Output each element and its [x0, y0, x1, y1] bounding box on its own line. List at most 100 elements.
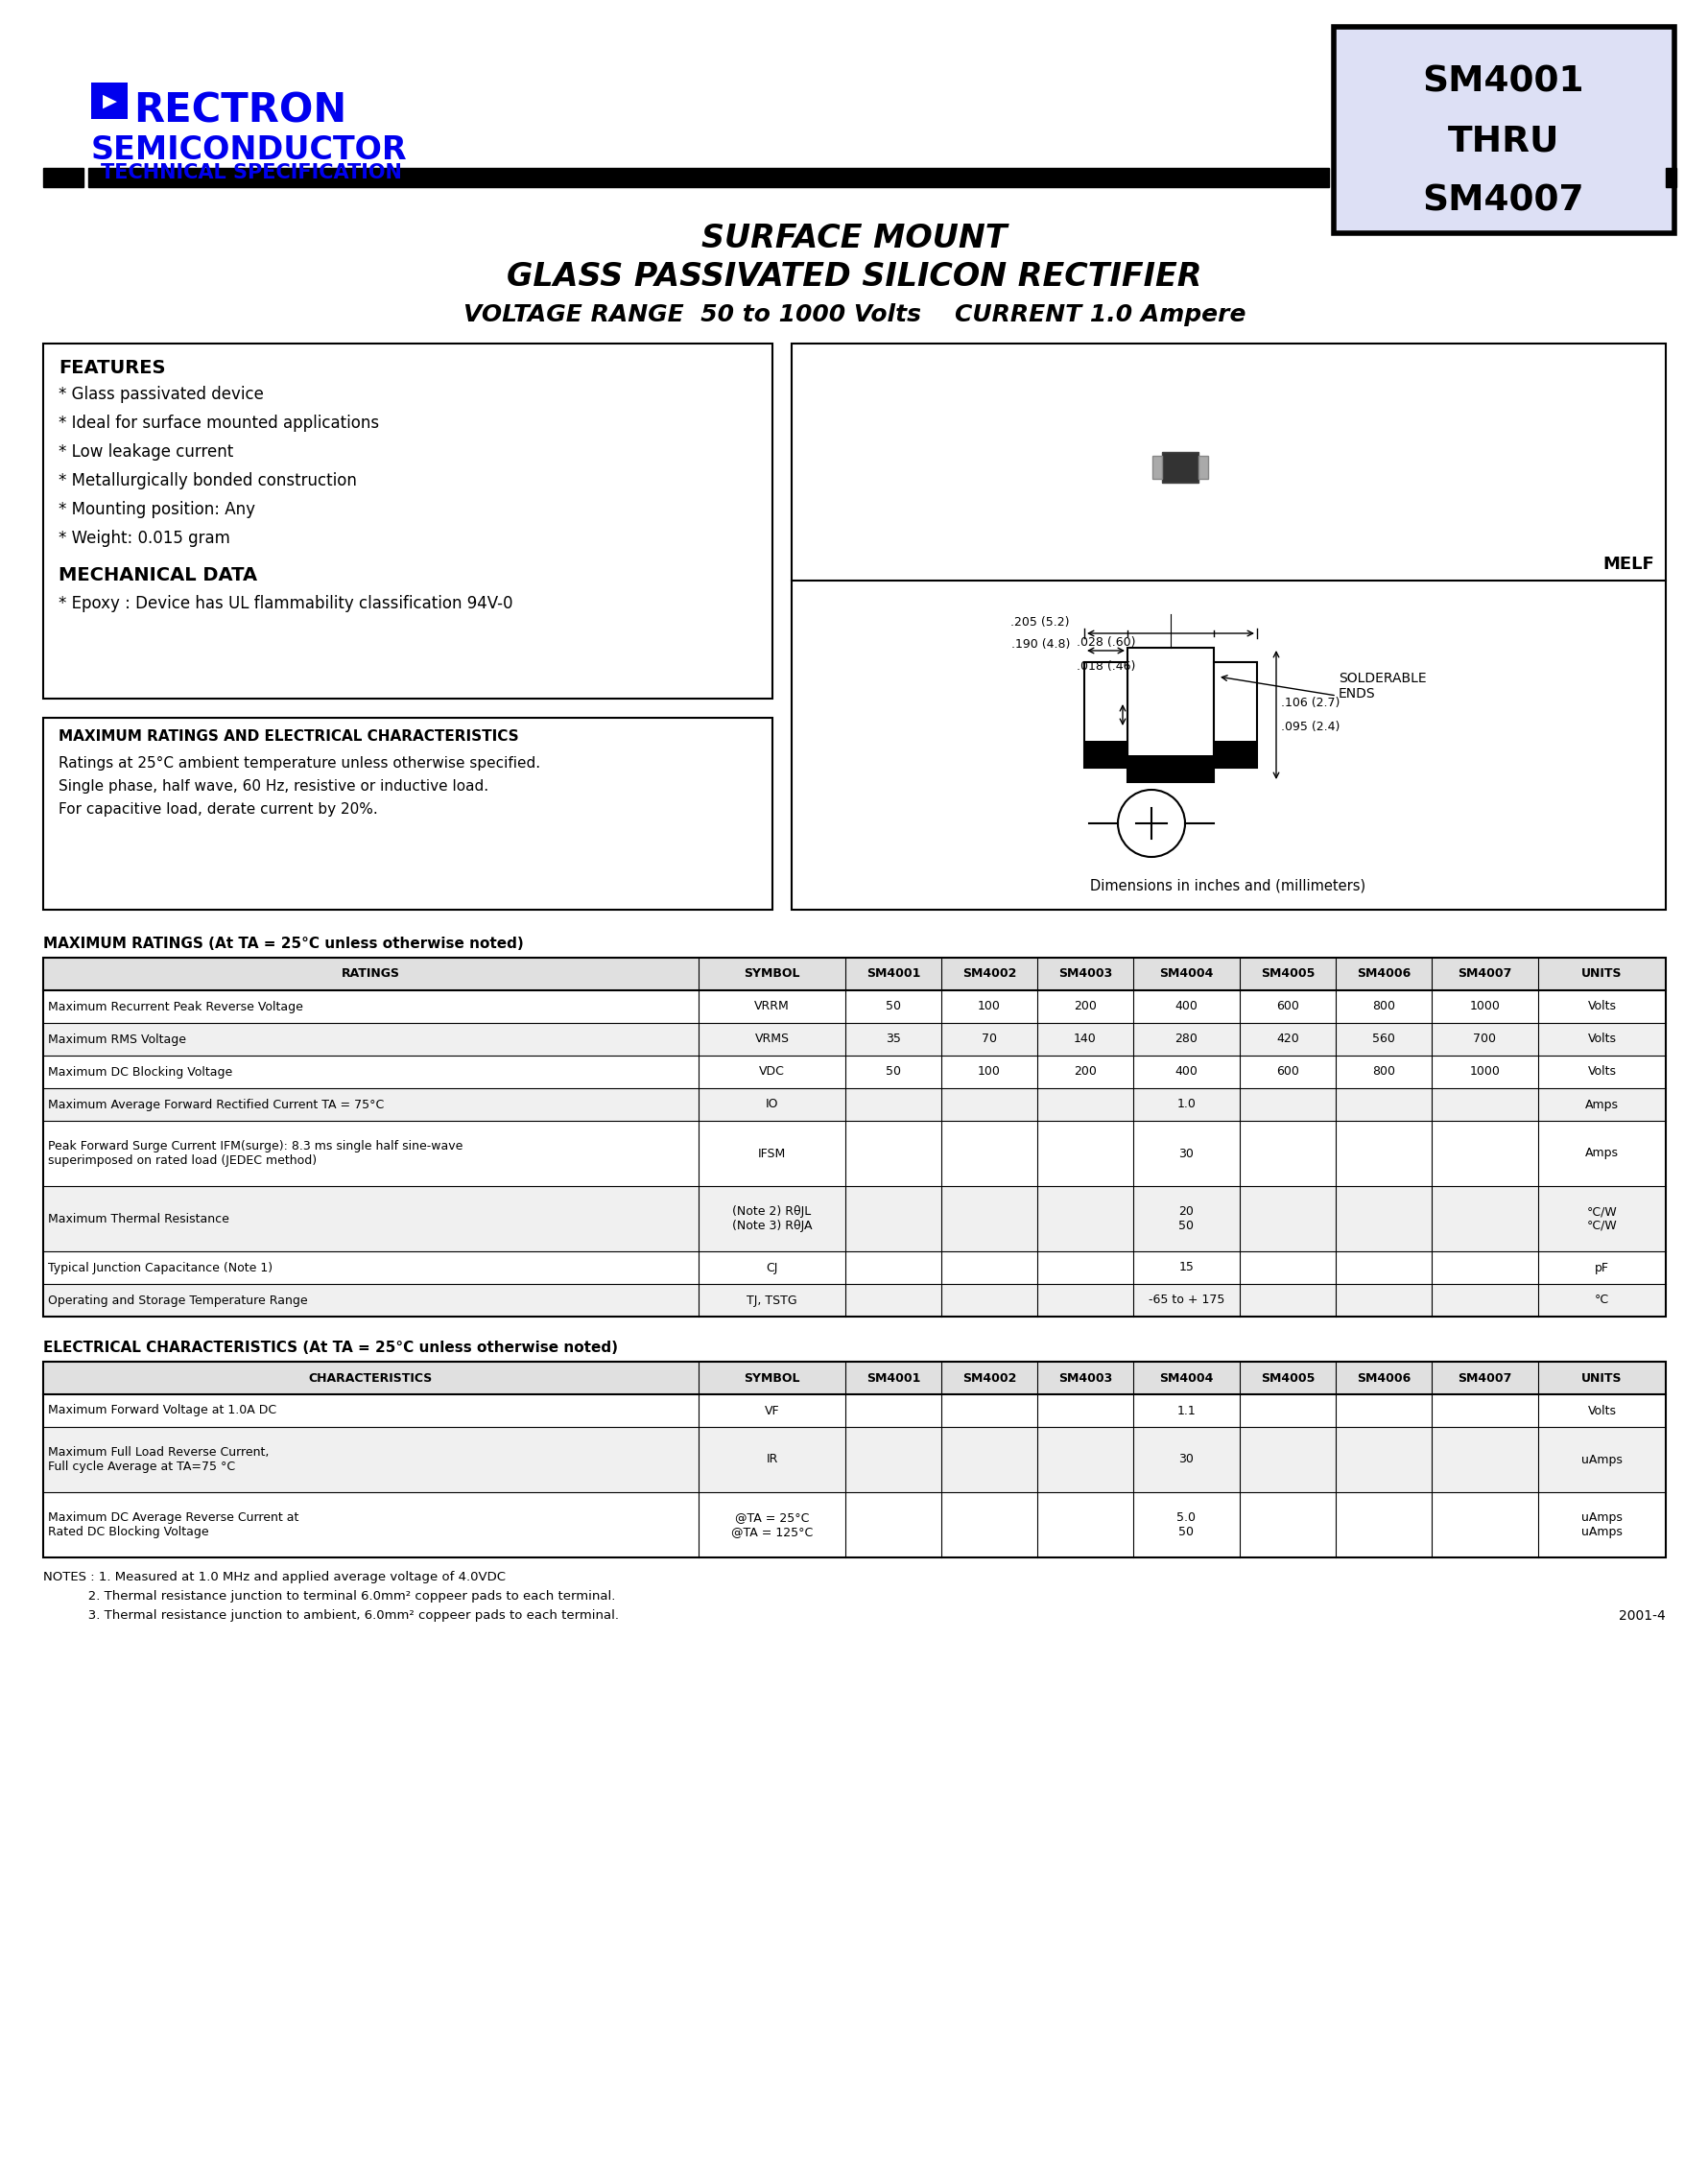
- Text: SM4004: SM4004: [1158, 1371, 1213, 1384]
- Text: Operating and Storage Temperature Range: Operating and Storage Temperature Range: [48, 1295, 307, 1306]
- Text: SM4004: SM4004: [1158, 969, 1213, 979]
- Text: SURFACE MOUNT: SURFACE MOUNT: [702, 223, 1006, 255]
- Bar: [43, 1362, 1665, 1394]
- Text: SM4006: SM4006: [1356, 969, 1409, 979]
- Bar: [43, 1362, 1665, 1557]
- Bar: [1213, 662, 1257, 768]
- Text: °C/W
°C/W: °C/W °C/W: [1585, 1204, 1616, 1232]
- Text: 600: 600: [1276, 1066, 1298, 1079]
- Text: 200: 200: [1073, 1066, 1097, 1079]
- Bar: [1127, 649, 1213, 783]
- Text: MAXIMUM RATINGS AND ELECTRICAL CHARACTERISTICS: MAXIMUM RATINGS AND ELECTRICAL CHARACTER…: [58, 729, 519, 744]
- Bar: [43, 1394, 1665, 1427]
- Text: SM4002: SM4002: [962, 1371, 1016, 1384]
- Text: RECTRON: RECTRON: [133, 91, 347, 132]
- Text: 15: 15: [1179, 1260, 1194, 1273]
- Text: Single phase, half wave, 60 Hz, resistive or inductive load.: Single phase, half wave, 60 Hz, resistiv…: [58, 778, 488, 793]
- Bar: [43, 1284, 1665, 1317]
- Text: .095 (2.4): .095 (2.4): [1281, 720, 1339, 733]
- Text: IO: IO: [765, 1098, 779, 1111]
- Text: SEMICONDUCTOR: SEMICONDUCTOR: [91, 134, 407, 166]
- Text: Peak Forward Surge Current IFM(surge): 8.3 ms single half sine-wave
superimposed: Peak Forward Surge Current IFM(surge): 8…: [48, 1139, 463, 1167]
- Text: VRRM: VRRM: [753, 1001, 789, 1012]
- Text: Amps: Amps: [1585, 1098, 1617, 1111]
- Bar: [1161, 452, 1197, 482]
- Text: 30: 30: [1179, 1453, 1194, 1466]
- Text: °C: °C: [1594, 1295, 1609, 1306]
- Text: Typical Junction Capacitance (Note 1): Typical Junction Capacitance (Note 1): [48, 1260, 273, 1273]
- Bar: [43, 1087, 1665, 1120]
- Text: 400: 400: [1175, 1001, 1197, 1012]
- Text: .028 (.60): .028 (.60): [1076, 636, 1136, 649]
- Text: Volts: Volts: [1587, 1405, 1616, 1416]
- Bar: [43, 1120, 1665, 1187]
- Text: Maximum Forward Voltage at 1.0A DC: Maximum Forward Voltage at 1.0A DC: [48, 1405, 277, 1416]
- Text: CHARACTERISTICS: CHARACTERISTICS: [309, 1371, 432, 1384]
- Text: Maximum Average Forward Rectified Current TA = 75°C: Maximum Average Forward Rectified Curren…: [48, 1098, 384, 1111]
- Bar: [43, 958, 1665, 990]
- Text: 1000: 1000: [1469, 1001, 1500, 1012]
- Text: FEATURES: FEATURES: [58, 359, 166, 376]
- Text: 800: 800: [1372, 1066, 1394, 1079]
- Bar: [43, 1023, 1665, 1055]
- Text: 600: 600: [1276, 1001, 1298, 1012]
- Text: VDC: VDC: [758, 1066, 784, 1079]
- Text: Ratings at 25°C ambient temperature unless otherwise specified.: Ratings at 25°C ambient temperature unle…: [58, 757, 540, 770]
- Bar: [1213, 742, 1257, 768]
- Bar: [1127, 755, 1213, 783]
- Text: 50: 50: [885, 1066, 900, 1079]
- Text: Volts: Volts: [1587, 1001, 1616, 1012]
- Text: uAmps
uAmps: uAmps uAmps: [1580, 1511, 1621, 1537]
- Text: 140: 140: [1073, 1033, 1097, 1046]
- Text: @TA = 25°C
@TA = 125°C: @TA = 25°C @TA = 125°C: [731, 1511, 813, 1537]
- Text: 5.0
50: 5.0 50: [1177, 1511, 1196, 1537]
- Text: 2001-4: 2001-4: [1617, 1609, 1665, 1624]
- Text: Volts: Volts: [1587, 1033, 1616, 1046]
- Text: IFSM: IFSM: [758, 1148, 786, 1159]
- Text: 560: 560: [1372, 1033, 1394, 1046]
- Text: CJ: CJ: [765, 1260, 777, 1273]
- Text: TECHNICAL SPECIFICATION: TECHNICAL SPECIFICATION: [101, 162, 401, 182]
- Text: IR: IR: [765, 1453, 777, 1466]
- Text: 3. Thermal resistance junction to ambient, 6.0mm² coppeer pads to each terminal.: 3. Thermal resistance junction to ambien…: [43, 1609, 618, 1622]
- Text: uAmps: uAmps: [1580, 1453, 1621, 1466]
- Text: .205 (5.2): .205 (5.2): [1011, 616, 1069, 629]
- Bar: [43, 1492, 1665, 1557]
- Text: SM4002: SM4002: [962, 969, 1016, 979]
- Bar: [1083, 742, 1127, 768]
- Text: 700: 700: [1472, 1033, 1496, 1046]
- Text: SM4005: SM4005: [1261, 969, 1313, 979]
- Text: 70: 70: [980, 1033, 996, 1046]
- Text: VRMS: VRMS: [755, 1033, 789, 1046]
- Text: .018 (.46): .018 (.46): [1076, 659, 1136, 672]
- Bar: [1197, 456, 1208, 478]
- Bar: [43, 1252, 1665, 1284]
- Text: * Mounting position: Any: * Mounting position: Any: [58, 502, 254, 519]
- Text: SM4007: SM4007: [1457, 969, 1512, 979]
- Bar: [43, 958, 1665, 1317]
- Text: 1.0: 1.0: [1177, 1098, 1196, 1111]
- Text: UNITS: UNITS: [1580, 1371, 1621, 1384]
- Text: VOLTAGE RANGE  50 to 1000 Volts    CURRENT 1.0 Ampere: VOLTAGE RANGE 50 to 1000 Volts CURRENT 1…: [463, 303, 1245, 326]
- Bar: [1083, 662, 1127, 768]
- Text: SM4007: SM4007: [1457, 1371, 1512, 1384]
- Text: SM4006: SM4006: [1356, 1371, 1409, 1384]
- Text: 1.1: 1.1: [1177, 1405, 1196, 1416]
- Text: Maximum Recurrent Peak Reverse Voltage: Maximum Recurrent Peak Reverse Voltage: [48, 1001, 302, 1012]
- Text: ELECTRICAL CHARACTERISTICS (At TA = 25°C unless otherwise noted): ELECTRICAL CHARACTERISTICS (At TA = 25°C…: [43, 1340, 618, 1356]
- Text: Maximum DC Blocking Voltage: Maximum DC Blocking Voltage: [48, 1066, 232, 1079]
- Text: -65 to + 175: -65 to + 175: [1148, 1295, 1225, 1306]
- Text: * Metallurgically bonded construction: * Metallurgically bonded construction: [58, 471, 357, 489]
- Bar: [1332, 26, 1674, 233]
- Text: Volts: Volts: [1587, 1066, 1616, 1079]
- Text: Maximum Thermal Resistance: Maximum Thermal Resistance: [48, 1213, 229, 1226]
- Text: pF: pF: [1594, 1260, 1609, 1273]
- Bar: [43, 718, 772, 910]
- Bar: [43, 990, 1665, 1023]
- Text: THRU: THRU: [1447, 125, 1559, 160]
- Text: 800: 800: [1372, 1001, 1394, 1012]
- Text: .190 (4.8): .190 (4.8): [1011, 638, 1069, 651]
- Text: Maximum DC Average Reverse Current at
Rated DC Blocking Voltage: Maximum DC Average Reverse Current at Ra…: [48, 1511, 299, 1537]
- Bar: [43, 1187, 1665, 1252]
- Bar: [43, 169, 84, 188]
